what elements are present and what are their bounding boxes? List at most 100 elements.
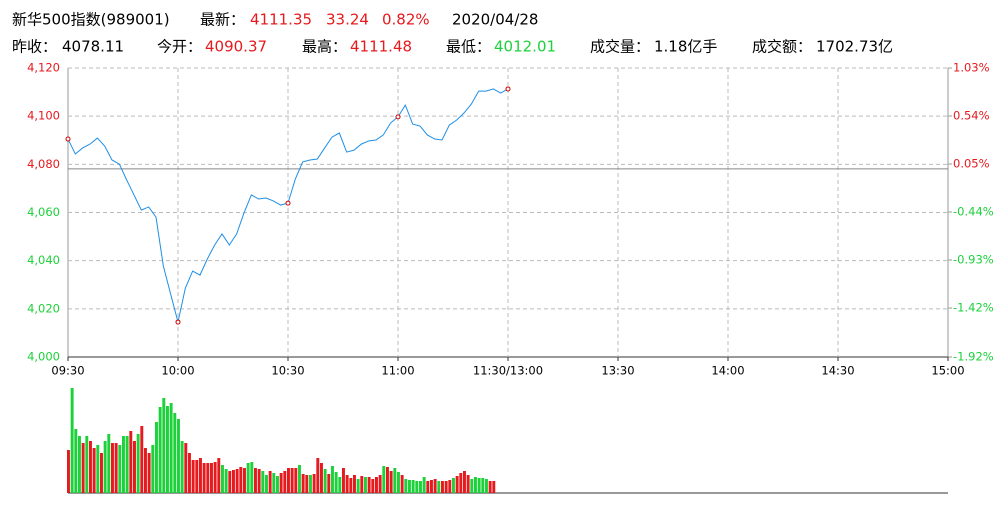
low-label: 最低： bbox=[446, 38, 491, 56]
volume-bar bbox=[144, 448, 147, 493]
index-name: 新华500指数(989001) bbox=[12, 11, 170, 29]
volume-bar bbox=[92, 448, 96, 493]
volume-bar bbox=[452, 478, 455, 493]
volume-bar bbox=[283, 471, 287, 493]
volume-bar bbox=[316, 458, 320, 493]
volume-bar bbox=[488, 481, 492, 493]
volume-bar bbox=[107, 434, 111, 493]
volume-bar bbox=[221, 465, 224, 493]
volume-bar bbox=[81, 443, 85, 493]
volume-label: 成交量： bbox=[590, 38, 650, 56]
volume-bar bbox=[334, 472, 338, 493]
volume-bar bbox=[463, 471, 466, 493]
volume-bar bbox=[294, 468, 298, 493]
volume-bar bbox=[177, 419, 180, 493]
latest: 4111.35 bbox=[250, 11, 312, 29]
volume-bar bbox=[485, 479, 488, 493]
volume-bar bbox=[356, 479, 360, 493]
open-label: 今开： bbox=[157, 38, 202, 56]
volume-bar bbox=[492, 481, 496, 493]
volume-bar bbox=[85, 436, 89, 493]
volume: 1.18亿手 bbox=[654, 38, 717, 56]
volume-bar bbox=[386, 467, 389, 493]
volume-bar bbox=[169, 403, 173, 493]
volume-bar bbox=[125, 436, 129, 493]
volume-bar bbox=[103, 441, 107, 493]
volume-bar bbox=[257, 469, 261, 493]
volume-bar bbox=[433, 479, 437, 493]
volume-bar bbox=[298, 465, 301, 493]
volume-bar bbox=[382, 466, 386, 493]
volume-bar bbox=[232, 470, 235, 493]
volume-bar bbox=[133, 441, 136, 493]
volume-bar bbox=[474, 477, 477, 493]
volume-bar bbox=[155, 422, 158, 493]
volume-bar bbox=[147, 453, 151, 493]
x-tick-label: 10:00 bbox=[161, 364, 194, 378]
y2-tick-label: -1.42% bbox=[953, 301, 994, 315]
volume-bar bbox=[408, 480, 411, 493]
volume-bar bbox=[224, 469, 228, 493]
volume-bar bbox=[246, 463, 250, 493]
volume-bar bbox=[415, 481, 419, 493]
volume-bar bbox=[459, 473, 463, 493]
volume-bar bbox=[422, 477, 426, 493]
volume-bar bbox=[466, 475, 470, 493]
change-pct: 0.82% bbox=[382, 11, 430, 29]
low: 4012.01 bbox=[494, 38, 556, 56]
volume-bar bbox=[217, 458, 221, 493]
volume-bar bbox=[364, 477, 367, 493]
volume-bar bbox=[290, 468, 294, 493]
volume-bar bbox=[243, 468, 246, 493]
volume-bar bbox=[345, 475, 349, 493]
x-tick-label: 10:30 bbox=[271, 364, 304, 378]
volume-bar bbox=[166, 406, 169, 493]
point-marker bbox=[175, 319, 181, 325]
change: 33.24 bbox=[326, 11, 369, 29]
y-tick-label: 4,060 bbox=[27, 205, 60, 219]
y2-tick-label: 1.03% bbox=[953, 61, 990, 75]
y-tick-label: 4,080 bbox=[27, 157, 60, 171]
y2-tick-label: -0.93% bbox=[953, 253, 994, 267]
volume-bar bbox=[272, 473, 276, 493]
volume-bar bbox=[309, 475, 312, 493]
volume-bar bbox=[338, 477, 342, 493]
volume-bar bbox=[426, 481, 430, 493]
y2-tick-label: -0.44% bbox=[953, 205, 994, 219]
prev-close: 4078.11 bbox=[62, 38, 124, 56]
volume-bar bbox=[400, 475, 404, 493]
volume-bar bbox=[444, 481, 448, 493]
volume-bar bbox=[455, 476, 459, 493]
volume-bar bbox=[276, 476, 279, 493]
volume-bar bbox=[199, 458, 202, 493]
prev-close-label: 昨收： bbox=[12, 38, 57, 56]
volume-bar bbox=[74, 429, 78, 493]
volume-bar bbox=[228, 471, 232, 493]
volume-bar bbox=[173, 413, 177, 493]
point-marker bbox=[285, 200, 291, 206]
y2-tick-label: 0.54% bbox=[953, 109, 990, 123]
volume-bar bbox=[371, 479, 375, 493]
y-tick-label: 4,040 bbox=[27, 253, 60, 267]
volume-bar bbox=[254, 468, 257, 493]
volume-bar bbox=[151, 445, 155, 493]
volume-bar bbox=[239, 467, 243, 493]
y-tick-label: 4,120 bbox=[27, 61, 60, 75]
volume-bar bbox=[122, 436, 125, 493]
amount-label: 成交额： bbox=[752, 38, 812, 56]
volume-bar bbox=[323, 469, 327, 493]
volume-bar bbox=[250, 462, 254, 493]
x-tick-label: 09:30 bbox=[51, 364, 84, 378]
amount: 1702.73亿 bbox=[816, 38, 893, 56]
volume-bar bbox=[367, 477, 371, 493]
x-tick-label: 11:00 bbox=[381, 364, 414, 378]
y-tick-label: 4,020 bbox=[27, 301, 60, 315]
volume-bar bbox=[411, 480, 415, 493]
volume-bar bbox=[114, 443, 118, 493]
y2-tick-label: 0.05% bbox=[953, 157, 990, 171]
volume-bar bbox=[393, 468, 397, 493]
volume-bar bbox=[213, 462, 217, 493]
volume-bar bbox=[404, 479, 408, 493]
high: 4111.48 bbox=[350, 38, 412, 56]
